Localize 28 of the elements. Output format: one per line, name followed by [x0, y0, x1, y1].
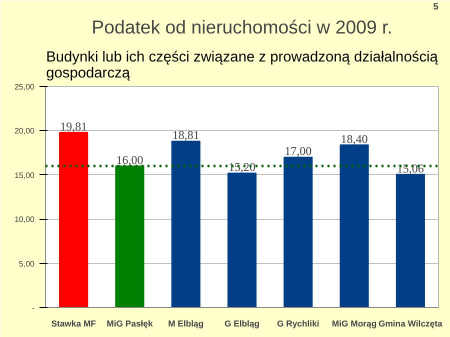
y-tick-label: 5,00	[18, 259, 36, 268]
bar	[340, 144, 369, 308]
y-tick-label: -	[32, 304, 35, 312]
data-label: 17,00	[284, 144, 312, 158]
x-tick-label: M Elbląg	[168, 318, 204, 328]
x-tick-label: MiG Morąg	[332, 318, 377, 328]
y-tick-label: 15,00	[14, 170, 36, 180]
text: 5	[433, 2, 439, 12]
y-tick-label: 20,00	[14, 126, 36, 136]
bar	[227, 172, 257, 308]
x-tick-label: Gmina Wilczęta	[378, 318, 443, 328]
x-tick-label: Stawka MF	[51, 318, 96, 328]
x-tick-label: G Rychliki	[276, 318, 320, 328]
y-tick-label: 10,00	[14, 215, 36, 224]
y-tick-label: 25,00	[14, 82, 36, 92]
data-label: 19,81	[60, 119, 88, 134]
bar	[171, 140, 200, 308]
x-tick-label: MiG Pasłęk	[106, 318, 153, 328]
data-label: 18,40	[340, 132, 368, 146]
data-label: 18,81	[172, 128, 200, 142]
bar	[59, 132, 88, 308]
bar	[115, 166, 144, 308]
chart-title: Podatek od nieruchomości w 2009 r.	[92, 16, 392, 38]
data-label: 16,00	[116, 153, 144, 168]
bar	[396, 174, 425, 308]
bar	[284, 156, 313, 308]
x-tick-label: G Elbląg	[224, 318, 260, 328]
chart-subtitle: Budynki lub ich części związane z prowadzoną działalnością gospodarczą	[46, 50, 439, 82]
